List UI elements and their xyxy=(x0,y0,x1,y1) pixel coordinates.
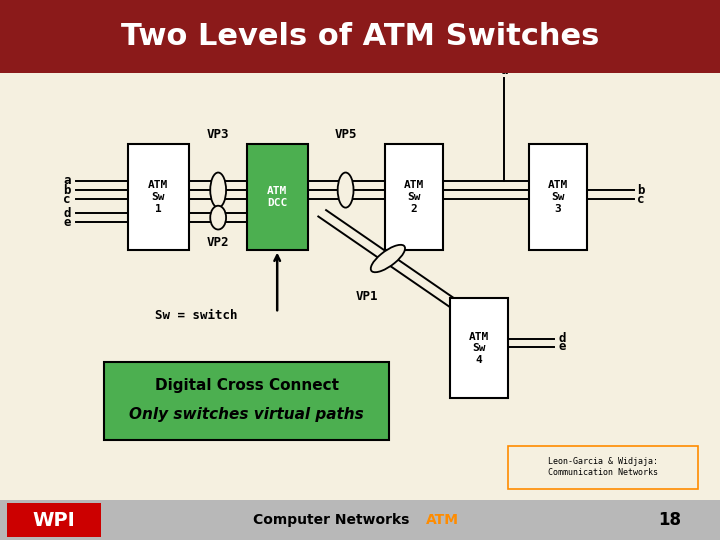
Text: c: c xyxy=(637,193,644,206)
Text: VP3: VP3 xyxy=(207,129,230,141)
Bar xyxy=(7,503,101,537)
Text: a: a xyxy=(63,174,71,187)
Text: e: e xyxy=(63,216,71,229)
Text: e: e xyxy=(558,340,565,353)
Text: c: c xyxy=(63,193,71,206)
Bar xyxy=(0,0,720,73)
Text: d: d xyxy=(558,332,565,345)
Text: b: b xyxy=(637,184,644,197)
Text: ATM
Sw
2: ATM Sw 2 xyxy=(404,180,424,214)
Text: Digital Cross Connect: Digital Cross Connect xyxy=(155,379,338,393)
Ellipse shape xyxy=(338,172,354,207)
Bar xyxy=(104,362,389,440)
Text: Computer Networks: Computer Networks xyxy=(253,513,410,527)
Bar xyxy=(385,145,443,249)
Text: Sw = switch: Sw = switch xyxy=(155,309,238,322)
Text: ATM
Sw
3: ATM Sw 3 xyxy=(548,180,568,214)
Bar xyxy=(529,145,587,249)
Text: ATM
Sw
1: ATM Sw 1 xyxy=(148,180,168,214)
Text: VP2: VP2 xyxy=(207,237,230,249)
Ellipse shape xyxy=(210,206,226,230)
Bar xyxy=(0,500,720,540)
Text: b: b xyxy=(63,184,71,197)
Bar xyxy=(128,145,189,249)
Text: a: a xyxy=(500,64,508,77)
Bar xyxy=(508,446,698,489)
Text: d: d xyxy=(63,207,71,220)
Text: ATM
Sw
4: ATM Sw 4 xyxy=(469,332,489,365)
Text: ATM
DCC: ATM DCC xyxy=(267,186,287,208)
Text: Only switches virtual paths: Only switches virtual paths xyxy=(129,407,364,422)
Bar xyxy=(246,145,308,249)
Text: Leon-Garcia & Widjaja:
Communication Networks: Leon-Garcia & Widjaja: Communication Net… xyxy=(549,457,658,477)
Text: ATM: ATM xyxy=(426,513,459,527)
Bar xyxy=(450,298,508,399)
Text: VP1: VP1 xyxy=(356,291,379,303)
Ellipse shape xyxy=(210,172,226,207)
Text: WPI: WPI xyxy=(32,510,76,530)
Text: 18: 18 xyxy=(658,511,681,529)
Text: VP5: VP5 xyxy=(334,129,357,141)
Text: Two Levels of ATM Switches: Two Levels of ATM Switches xyxy=(121,22,599,51)
Ellipse shape xyxy=(371,245,405,272)
